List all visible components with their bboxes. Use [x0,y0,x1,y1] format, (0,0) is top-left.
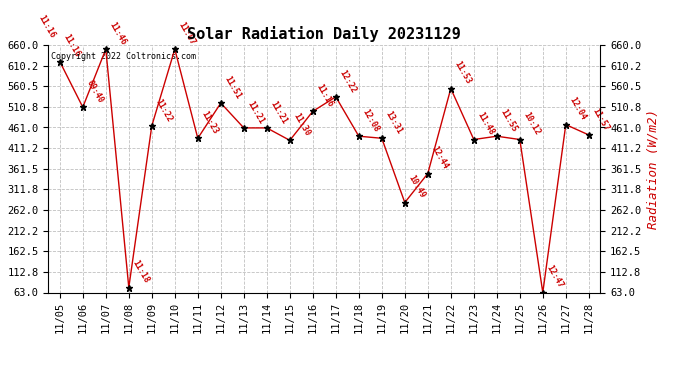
Text: 11:21: 11:21 [268,99,289,125]
Text: 11:51: 11:51 [223,74,243,100]
Text: Copyright 2022 Coltronics.com: Copyright 2022 Coltronics.com [51,53,196,62]
Text: 11:07: 11:07 [177,21,197,46]
Text: 11:23: 11:23 [199,110,220,136]
Text: 11:55: 11:55 [499,108,519,134]
Text: 12:44: 12:44 [430,145,450,171]
Y-axis label: Radiation (W/m2): Radiation (W/m2) [647,109,660,229]
Text: 12:47: 12:47 [544,264,565,290]
Text: 11:46: 11:46 [108,21,128,46]
Text: 11:30: 11:30 [292,112,312,138]
Text: 11:16: 11:16 [61,33,82,59]
Text: 11:16: 11:16 [36,14,57,40]
Text: 11:21: 11:21 [246,99,266,125]
Text: 11:16: 11:16 [315,83,335,109]
Text: 11:53: 11:53 [453,60,473,86]
Text: 12:04: 12:04 [568,96,588,122]
Text: 10:49: 10:49 [406,174,427,200]
Text: 12:22: 12:22 [337,68,358,94]
Text: 13:31: 13:31 [384,110,404,136]
Text: 11:57: 11:57 [591,106,611,132]
Text: 09:40: 09:40 [85,78,105,105]
Title: Solar Radiation Daily 20231129: Solar Radiation Daily 20231129 [188,27,461,42]
Text: 11:22: 11:22 [154,97,174,123]
Text: 12:08: 12:08 [361,108,381,134]
Text: 11:18: 11:18 [130,259,151,285]
Text: 11:48: 11:48 [475,111,496,137]
Text: 10:12: 10:12 [522,111,542,137]
